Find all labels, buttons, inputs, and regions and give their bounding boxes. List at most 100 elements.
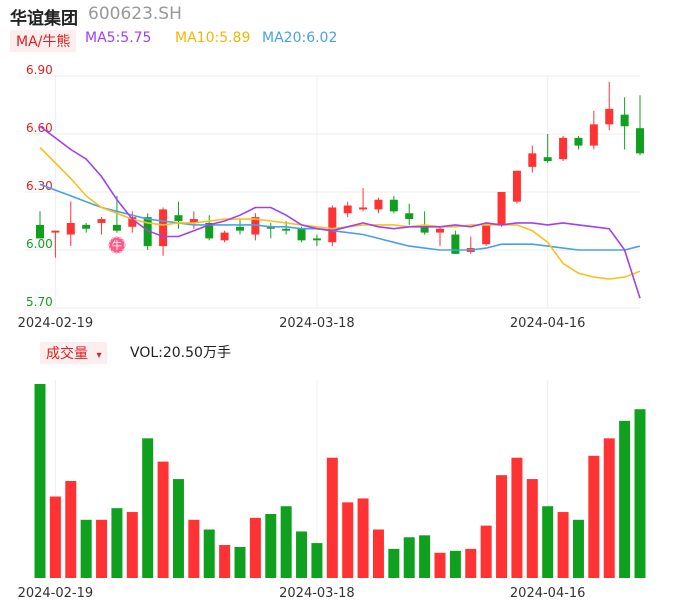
candle-body — [451, 234, 460, 254]
volume-bar — [342, 502, 354, 578]
candle-body — [589, 124, 598, 146]
candle-body — [128, 217, 137, 227]
candle-body — [51, 230, 60, 233]
volume-bar — [511, 457, 523, 578]
volume-bar — [296, 531, 308, 578]
caret-down-icon: ▾ — [96, 350, 102, 361]
candle-body — [112, 224, 121, 231]
candle-body — [66, 222, 75, 235]
candle-body — [159, 209, 168, 247]
candle-body — [220, 232, 229, 241]
candle-body — [405, 213, 414, 220]
volume-bar — [619, 420, 631, 578]
ma10-line — [39, 146, 641, 280]
x-tick-label: 2024-03-18 — [279, 316, 355, 331]
ma20-legend: MA20:6.02 — [262, 30, 338, 46]
volume-bar — [465, 548, 477, 578]
volume-bar — [49, 496, 61, 578]
candle-body — [574, 137, 583, 146]
volume-toggle-label: 成交量 — [46, 346, 88, 362]
volume-bar — [234, 546, 246, 578]
volume-bar — [572, 519, 584, 578]
candle-body — [374, 199, 383, 210]
volume-bar — [280, 506, 292, 578]
volume-bar — [388, 548, 400, 578]
candle-body — [605, 108, 614, 125]
x-tick-label: 2024-04-16 — [510, 316, 586, 331]
candle-body — [482, 224, 491, 245]
volume-bar — [126, 512, 138, 578]
volume-indicator-toggle[interactable]: 成交量 ▾ — [40, 342, 108, 364]
ma5-line — [39, 125, 641, 299]
volume-bar — [326, 457, 338, 578]
x-tick-label: 2024-02-19 — [18, 316, 94, 331]
candle-body — [389, 199, 398, 212]
volume-bar — [188, 519, 200, 578]
x-tick-label: 2024-02-19 — [18, 586, 94, 601]
candle-body — [620, 114, 629, 127]
candle-body — [266, 226, 275, 229]
candle-body — [297, 228, 306, 241]
volume-bar — [542, 506, 554, 578]
ma10-legend: MA10:5.89 — [175, 30, 251, 46]
y-tick-label: 6.00 — [26, 237, 53, 251]
volume-bar — [111, 508, 123, 578]
volume-bar — [557, 512, 569, 578]
candle-body — [528, 153, 537, 167]
y-tick-label: 5.70 — [26, 295, 53, 309]
candle-body — [343, 205, 352, 214]
volume-bar — [311, 543, 323, 578]
candle-body — [420, 226, 429, 233]
volume-bar — [265, 513, 277, 578]
y-tick-label: 6.90 — [26, 63, 53, 77]
volume-bar — [65, 481, 77, 578]
ma5-legend: MA5:5.75 — [85, 30, 152, 46]
candle-body — [36, 224, 44, 239]
volume-bar — [480, 525, 492, 578]
candle-body — [251, 217, 260, 235]
y-tick-label: 6.30 — [26, 179, 53, 193]
candle-body — [236, 226, 244, 231]
candle-body — [436, 228, 444, 233]
candle-body — [82, 224, 91, 229]
candle-body — [143, 217, 152, 247]
candle-body — [282, 228, 291, 231]
volume-bar — [157, 461, 169, 578]
volume-bar — [249, 517, 261, 578]
volume-bar — [496, 475, 508, 578]
bull-badge-label: 牛 — [112, 239, 122, 252]
candle-body — [97, 219, 106, 223]
volume-bar — [403, 537, 415, 578]
candle-body — [328, 207, 337, 243]
volume-bar — [603, 438, 615, 578]
volume-bar — [434, 552, 446, 578]
volume-bar — [357, 498, 369, 578]
candle-body — [497, 192, 506, 225]
x-tick-label: 2024-03-18 — [279, 586, 355, 601]
candle-body — [205, 222, 214, 239]
volume-bar — [419, 535, 431, 578]
bull-badge-icon — [107, 236, 126, 254]
candle-body — [512, 170, 521, 202]
volume-bar — [80, 519, 92, 578]
stock-name: 华谊集团 — [10, 9, 78, 29]
volume-bar — [634, 409, 646, 578]
volume-bar — [203, 529, 215, 578]
volume-value: VOL:20.50万手 — [130, 345, 231, 361]
stock-code: 600623.SH — [88, 4, 182, 24]
candle-body — [189, 219, 198, 223]
volume-bar — [588, 455, 600, 578]
volume-bar — [142, 438, 154, 578]
volume-bar — [96, 519, 108, 578]
volume-bar — [34, 384, 46, 578]
ma20-line — [39, 183, 641, 251]
candle-body — [359, 207, 368, 210]
ma-toggle-button[interactable]: MA/牛熊 — [10, 30, 77, 52]
candle-body — [636, 128, 644, 154]
candle-body — [543, 157, 552, 162]
volume-bar — [372, 529, 384, 578]
candle-body — [312, 238, 321, 241]
volume-bar — [219, 545, 231, 578]
candle-body — [174, 215, 183, 221]
